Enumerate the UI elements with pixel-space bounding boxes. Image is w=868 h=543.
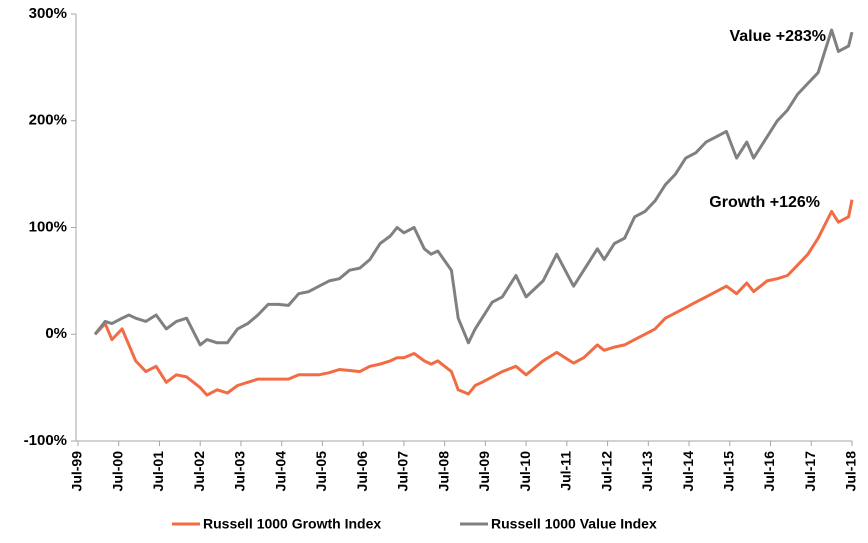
series-line <box>93 199 854 397</box>
x-tick-label: Jul-01 <box>150 451 166 492</box>
x-tick-label: Jul-12 <box>598 451 614 492</box>
y-tick-label: 100% <box>29 218 67 235</box>
annotation: Growth +126% <box>709 194 820 211</box>
y-tick-label: 300% <box>29 5 67 22</box>
y-tick-label: 200% <box>29 112 67 129</box>
x-tick-label: Jul-18 <box>843 451 859 492</box>
x-tick-label: Jul-02 <box>191 451 207 492</box>
annotation: Value +283% <box>729 28 826 45</box>
legend-label: Russell 1000 Growth Index <box>203 516 381 532</box>
x-tick-label: Jul-08 <box>435 451 451 492</box>
x-tick-label: Jul-05 <box>313 451 329 492</box>
x-tick-label: Jul-15 <box>720 451 736 492</box>
x-tick-label: Jul-09 <box>476 451 492 492</box>
y-tick-label: 0% <box>45 325 67 342</box>
x-tick-label: Jul-16 <box>761 451 777 492</box>
legend-label: Russell 1000 Value Index <box>491 516 657 532</box>
y-tick-label: -100% <box>24 432 67 449</box>
x-tick-label: Jul-17 <box>802 451 818 492</box>
x-tick-label: Jul-04 <box>272 451 288 492</box>
x-tick-label: Jul-99 <box>69 451 85 492</box>
x-tick-label: Jul-07 <box>395 451 411 492</box>
x-tick-label: Jul-00 <box>109 451 125 492</box>
series-line <box>93 28 854 347</box>
x-tick-label: Jul-10 <box>517 451 533 492</box>
x-tick-label: Jul-14 <box>680 451 696 492</box>
x-tick-label: Jul-03 <box>232 451 248 492</box>
x-tick-label: Jul-13 <box>639 451 655 492</box>
x-tick-label: Jul-11 <box>558 451 574 491</box>
x-tick-label: Jul-06 <box>354 451 370 492</box>
